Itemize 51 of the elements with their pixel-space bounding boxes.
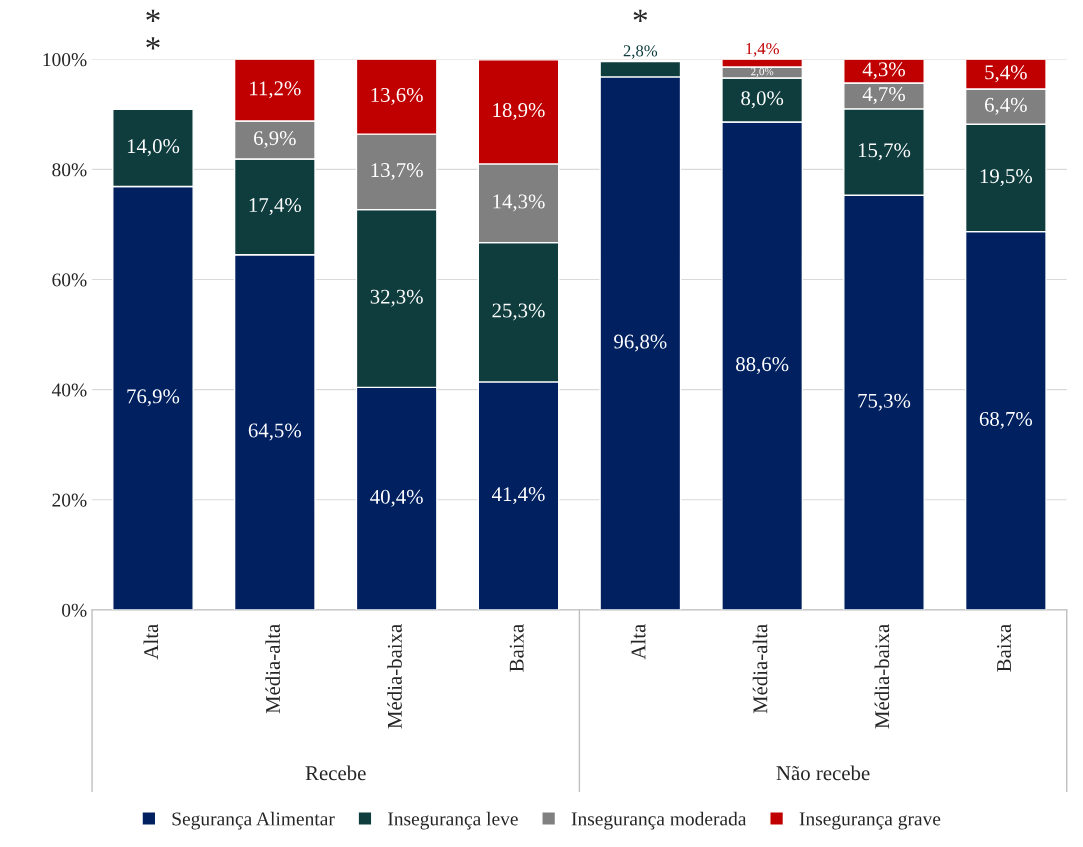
data-label: 4,7% — [862, 87, 905, 105]
data-label: 4,3% — [862, 62, 905, 80]
text: Não recebe — [776, 765, 870, 781]
data-label: 5,4% — [985, 65, 1027, 83]
text: * — [146, 9, 160, 22]
x-tick-label: Média-alta — [265, 624, 281, 714]
data-label: 32,3% — [370, 289, 423, 307]
data-label: 68,7% — [979, 411, 1033, 429]
x-tick-label: Média-alta — [752, 624, 768, 714]
data-label: 13,6% — [371, 87, 423, 105]
x-tick-label: Baixa — [997, 624, 1012, 672]
x-tick-label: Média-baixa — [874, 624, 890, 729]
data-label: 11,2% — [250, 81, 301, 99]
data-label: 75,3% — [858, 393, 911, 411]
x-tick-label: Alta — [143, 624, 159, 660]
data-label: 88,6% — [736, 357, 789, 375]
data-label: 25,3% — [492, 303, 545, 321]
text: Recebe — [305, 765, 366, 781]
y-tick-label: 40% — [51, 383, 87, 397]
legend-label: Segurança Alimentar — [172, 811, 335, 830]
x-tick-label: Média-baixa — [387, 624, 402, 729]
text: * — [633, 9, 648, 22]
data-label: 13,7% — [371, 163, 423, 181]
legend-label: Insegurança leve — [388, 811, 518, 830]
x-tick-label: Alta — [630, 624, 646, 660]
data-label: 2,8% — [623, 45, 658, 59]
data-label: 14,0% — [127, 139, 180, 157]
data-label: 18,9% — [493, 103, 545, 121]
y-tick-label: 0% — [62, 603, 87, 617]
y-tick-label: 20% — [52, 493, 87, 507]
data-label: 8,0% — [741, 91, 784, 109]
y-tick-label: 100% — [43, 53, 87, 67]
data-label: 19,5% — [980, 169, 1033, 187]
y-tick-label: 80% — [52, 163, 87, 177]
data-label: 6,4% — [985, 97, 1027, 115]
data-label: 6,9% — [254, 131, 296, 149]
data-label: 15,7% — [858, 143, 911, 161]
data-label: 40,4% — [370, 489, 423, 507]
x-tick-label: Baixa — [509, 624, 524, 672]
y-tick-label: 60% — [52, 273, 87, 287]
data-label: 64,5% — [248, 423, 302, 441]
legend-label: Insegurança moderada — [571, 811, 747, 830]
data-label: 2,0% — [751, 67, 774, 77]
legend-label: Insegurança grave — [799, 812, 941, 830]
text: * — [146, 37, 160, 50]
data-label: 76,9% — [127, 389, 180, 407]
data-label: 1,4% — [746, 43, 779, 57]
data-label: 17,4% — [249, 197, 302, 216]
data-label: 96,8% — [614, 334, 667, 352]
data-label: 41,4% — [491, 487, 545, 505]
data-label: 14,3% — [493, 194, 545, 212]
